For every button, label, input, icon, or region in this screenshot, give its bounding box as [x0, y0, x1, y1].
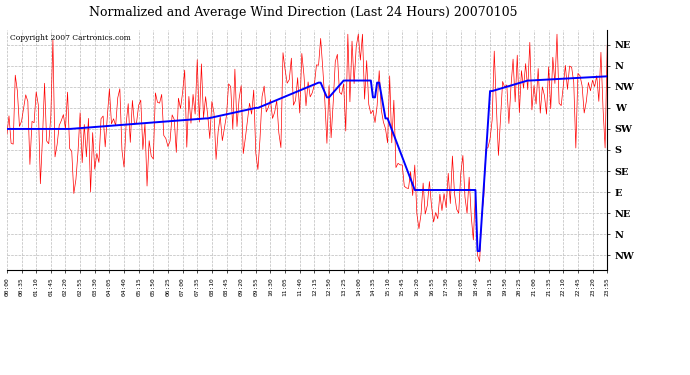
- Text: Copyright 2007 Cartronics.com: Copyright 2007 Cartronics.com: [10, 34, 131, 42]
- Text: Normalized and Average Wind Direction (Last 24 Hours) 20070105: Normalized and Average Wind Direction (L…: [89, 6, 518, 19]
